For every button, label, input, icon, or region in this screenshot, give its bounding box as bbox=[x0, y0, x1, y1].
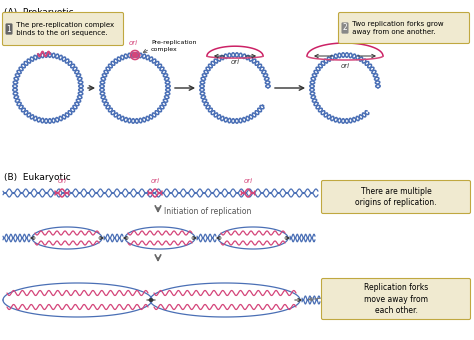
Text: ori: ori bbox=[150, 178, 160, 184]
Text: The pre-replication complex
 binds to the ori sequence.: The pre-replication complex binds to the… bbox=[14, 22, 114, 36]
FancyBboxPatch shape bbox=[321, 181, 471, 214]
FancyBboxPatch shape bbox=[2, 13, 124, 46]
FancyBboxPatch shape bbox=[338, 13, 470, 44]
Text: Replication forks
move away from
each other.: Replication forks move away from each ot… bbox=[364, 283, 428, 315]
Text: 1: 1 bbox=[7, 24, 11, 34]
Text: (A)  Prokaryotic: (A) Prokaryotic bbox=[4, 8, 73, 17]
Text: ori: ori bbox=[244, 178, 253, 184]
Text: (B)  Eukaryotic: (B) Eukaryotic bbox=[4, 173, 71, 182]
FancyBboxPatch shape bbox=[321, 278, 471, 320]
Text: ori: ori bbox=[27, 40, 36, 46]
Text: There are multiple
origins of replication.: There are multiple origins of replicatio… bbox=[355, 187, 437, 207]
Text: ori: ori bbox=[57, 178, 66, 184]
Text: Initiation of replication: Initiation of replication bbox=[164, 206, 251, 216]
Text: Pre-replication
complex: Pre-replication complex bbox=[151, 40, 197, 52]
Text: ori: ori bbox=[340, 63, 349, 69]
Text: 2: 2 bbox=[343, 23, 347, 33]
Text: ori: ori bbox=[128, 40, 137, 46]
Text: Two replication forks grow
 away from one another.: Two replication forks grow away from one… bbox=[350, 21, 444, 35]
Circle shape bbox=[133, 52, 137, 57]
Text: ori: ori bbox=[230, 59, 239, 65]
